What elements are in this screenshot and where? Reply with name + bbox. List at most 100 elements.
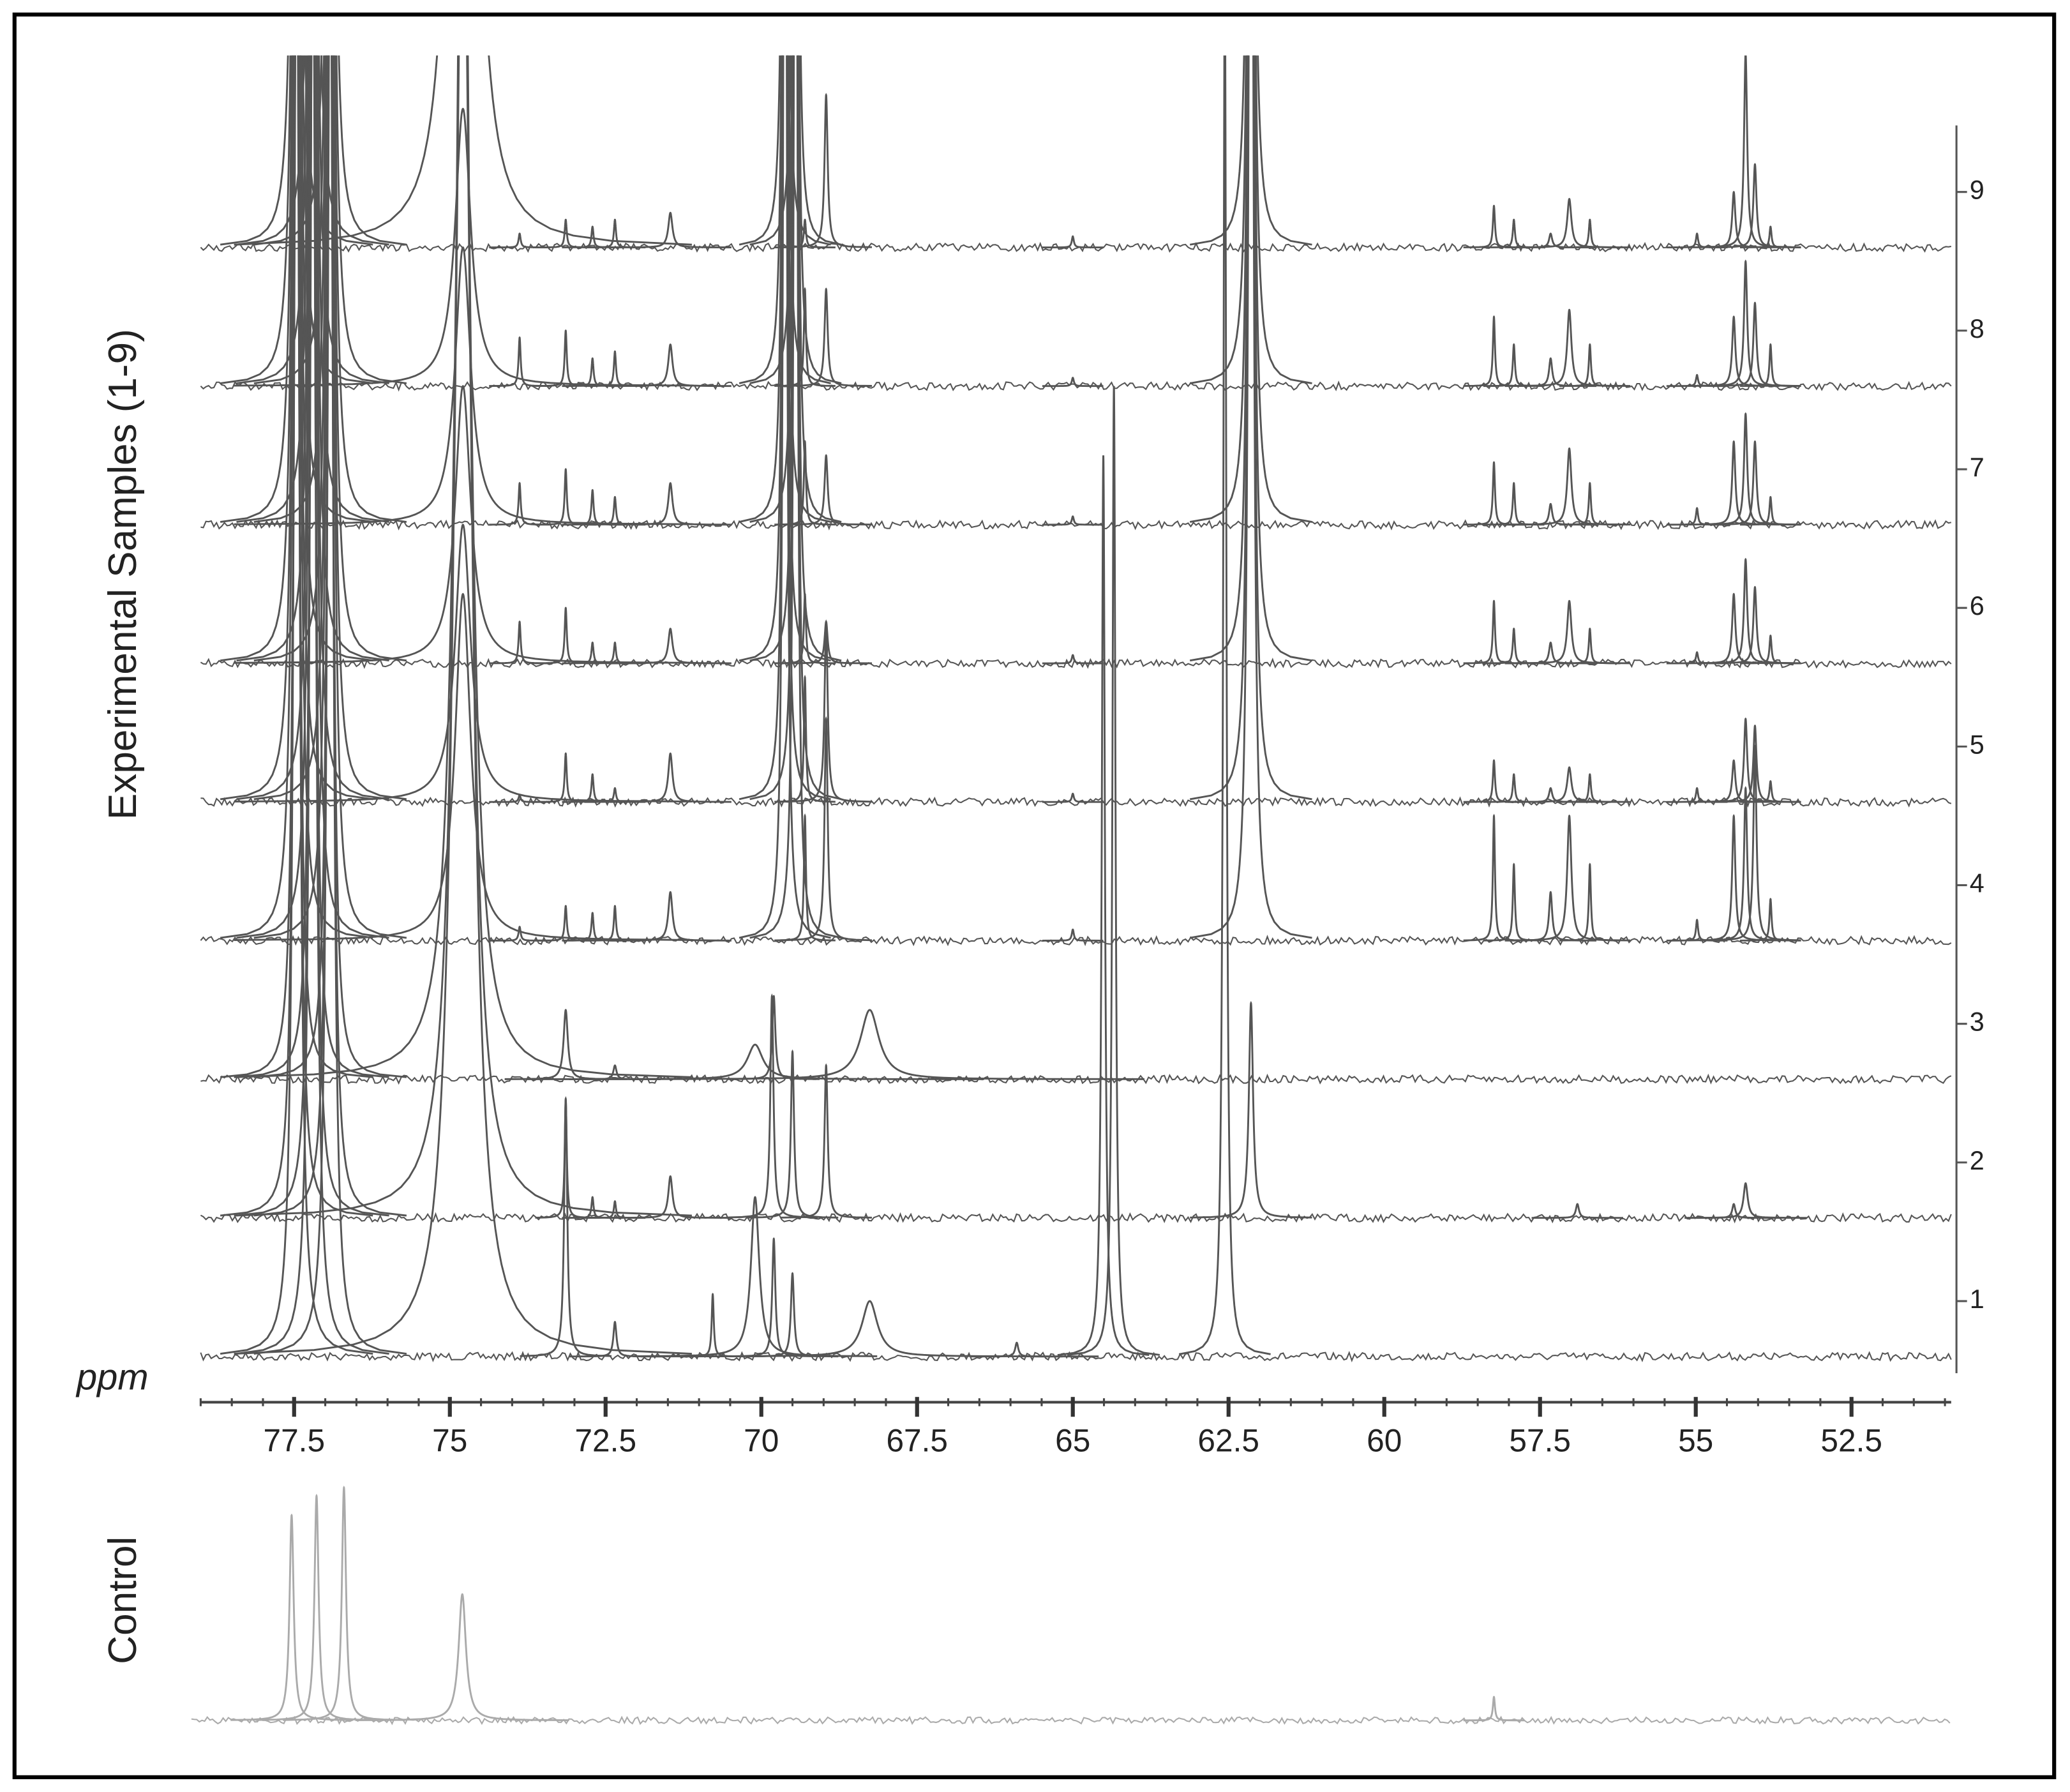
peak: [283, 1486, 405, 1721]
peak: [1688, 1203, 1780, 1219]
peak: [774, 440, 836, 526]
peak: [595, 1009, 1144, 1080]
peak: [562, 225, 624, 248]
peak: [584, 905, 646, 942]
peak: [489, 232, 550, 248]
x-tick-label: 72.5: [574, 1423, 636, 1459]
peak: [1042, 235, 1104, 249]
peak: [1739, 225, 1801, 248]
peak: [1559, 862, 1621, 942]
frame: [12, 12, 2057, 1779]
peak: [1688, 759, 1780, 803]
peak: [1508, 814, 1631, 942]
peak: [1190, 1000, 1312, 1219]
peak: [489, 794, 550, 803]
peak: [1666, 787, 1728, 803]
peak: [1739, 635, 1801, 665]
peak: [1666, 507, 1728, 526]
peak: [584, 787, 646, 803]
peak: [1700, 412, 1792, 526]
peak: [562, 641, 624, 665]
x-tick-label: 52.5: [1820, 1423, 1882, 1459]
peak: [584, 350, 646, 388]
peak: [236, 55, 389, 662]
peak: [535, 329, 597, 388]
control-spectrum: [191, 1486, 1951, 1726]
peak: [253, 55, 407, 1078]
peak: [526, 1043, 984, 1080]
peak: [780, 1063, 873, 1219]
peak: [1739, 780, 1801, 803]
peak: [1559, 773, 1621, 803]
peak: [1688, 592, 1780, 665]
peak: [220, 55, 373, 939]
peak: [1709, 585, 1801, 665]
peak: [774, 592, 836, 665]
peak: [682, 1293, 744, 1358]
peak: [1739, 495, 1801, 526]
peak: [1709, 163, 1801, 248]
peak: [1508, 447, 1631, 526]
peak: [535, 1098, 597, 1219]
peak: [562, 489, 624, 526]
y-tick-label: 5: [1970, 730, 1984, 759]
peak: [780, 716, 873, 942]
peak: [1189, 55, 1312, 523]
peak: [1739, 898, 1801, 942]
peak: [535, 468, 597, 526]
peak: [230, 1513, 353, 1721]
y-tick-label: 7: [1970, 453, 1984, 482]
peak: [1700, 717, 1792, 803]
peak: [255, 1493, 378, 1721]
peak: [609, 752, 731, 803]
peak: [1483, 628, 1545, 665]
peak: [609, 482, 731, 526]
peak: [1559, 481, 1621, 526]
y-tick-label: 1: [1970, 1284, 1984, 1314]
peak: [355, 1593, 569, 1722]
peak: [1666, 373, 1728, 388]
peak: [489, 481, 550, 526]
peak: [1559, 218, 1621, 248]
peak: [971, 1341, 1063, 1358]
peak: [774, 287, 836, 387]
x-tick-label: 67.5: [886, 1423, 948, 1459]
peak: [1688, 315, 1780, 388]
peak: [1709, 440, 1801, 526]
peak: [584, 1200, 646, 1219]
peak: [220, 55, 373, 662]
peak: [236, 55, 389, 523]
baseline: [191, 1715, 1951, 1726]
peak: [780, 287, 873, 387]
peak: [1463, 759, 1525, 803]
x-tick-label: 55: [1678, 1423, 1713, 1459]
peak: [1508, 766, 1631, 803]
peak: [774, 813, 836, 942]
peak: [1709, 744, 1801, 942]
peak: [234, 592, 692, 941]
peak: [609, 891, 731, 942]
peak: [780, 93, 873, 248]
peak: [1684, 1182, 1807, 1219]
peak: [1068, 386, 1160, 1356]
peak: [1042, 792, 1104, 803]
peak: [220, 55, 373, 801]
peak: [1504, 787, 1597, 803]
peak: [1483, 773, 1545, 803]
peak: [489, 926, 550, 942]
x-tick-label: 75: [432, 1423, 467, 1459]
peak: [489, 620, 550, 665]
peak: [562, 912, 624, 942]
peak: [1042, 928, 1104, 942]
control-label: Control: [101, 1537, 145, 1664]
peak: [1559, 343, 1621, 388]
peak: [234, 523, 692, 802]
peak: [1189, 55, 1312, 939]
peak: [1463, 599, 1525, 665]
y-tick-label: 8: [1970, 314, 1984, 343]
peak: [1042, 654, 1104, 665]
peak: [584, 641, 646, 665]
peak: [1042, 515, 1104, 526]
peak: [1483, 862, 1545, 942]
